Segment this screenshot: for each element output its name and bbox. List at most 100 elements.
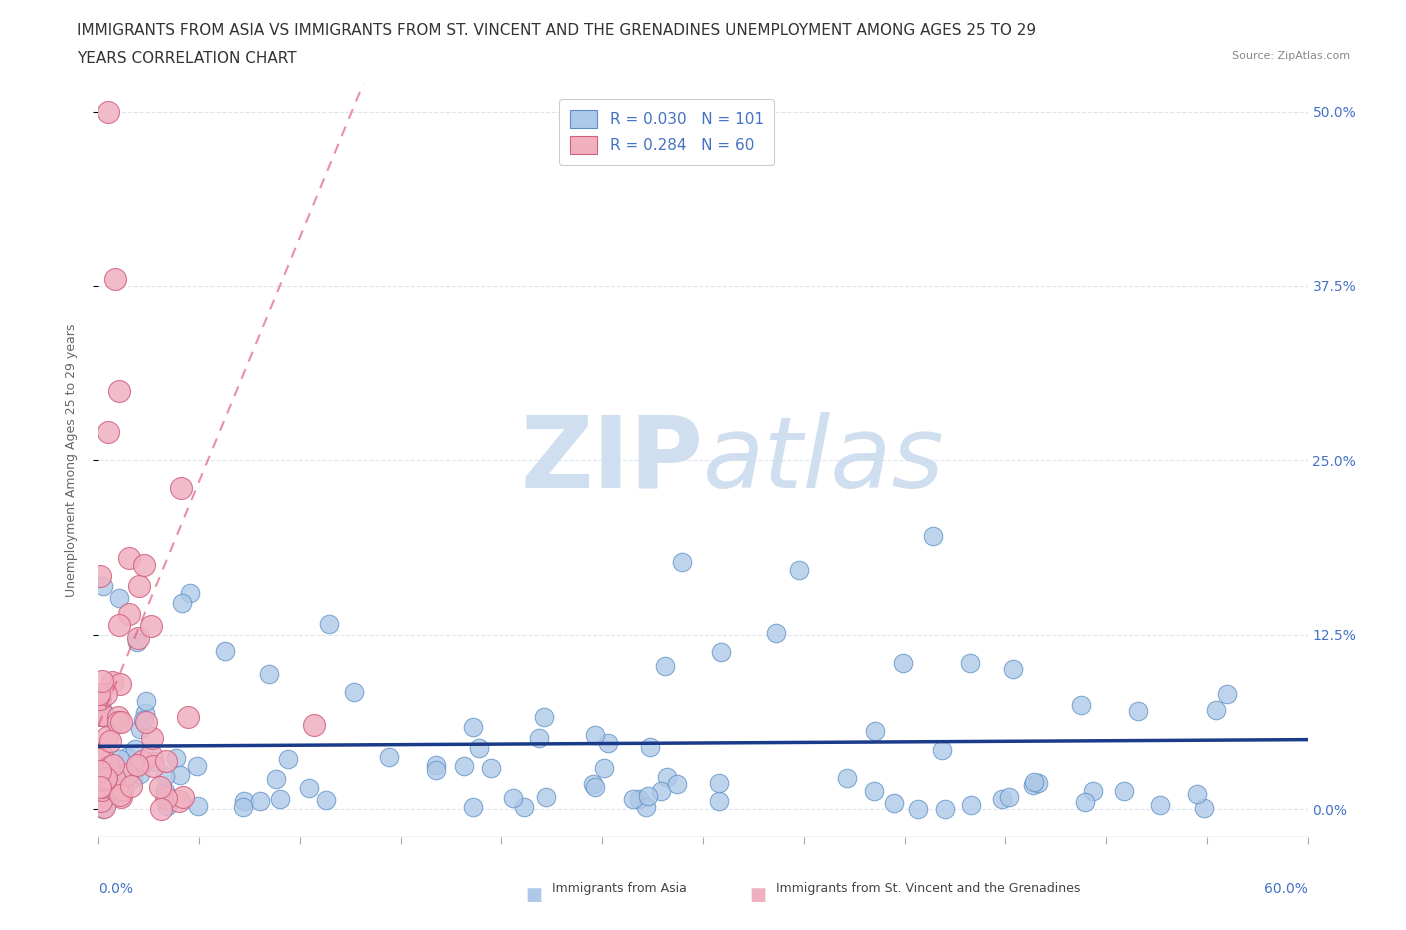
Point xyxy=(1216,686,1239,701)
Point xyxy=(155,753,177,768)
Point xyxy=(91,703,114,718)
Point xyxy=(922,528,945,543)
Point xyxy=(101,787,124,802)
Point xyxy=(117,750,139,764)
Point xyxy=(141,731,163,746)
Point xyxy=(709,793,731,808)
Point xyxy=(110,790,132,804)
Point xyxy=(837,771,859,786)
Point xyxy=(127,631,149,645)
Text: ZIP: ZIP xyxy=(520,412,703,509)
Point xyxy=(177,709,200,724)
Point xyxy=(453,759,475,774)
Point xyxy=(149,779,172,794)
Point xyxy=(640,739,662,754)
Point xyxy=(527,731,550,746)
Point xyxy=(582,777,605,791)
Point xyxy=(108,677,131,692)
Point xyxy=(468,740,491,755)
Point xyxy=(1081,784,1104,799)
Point xyxy=(120,778,142,793)
Legend: R = 0.030   N = 101, R = 0.284   N = 60: R = 0.030 N = 101, R = 0.284 N = 60 xyxy=(560,99,775,166)
Point xyxy=(141,618,163,633)
Point xyxy=(298,780,321,795)
Point xyxy=(186,758,208,773)
Point xyxy=(97,425,120,440)
Point xyxy=(94,686,117,701)
Point xyxy=(264,772,287,787)
Point xyxy=(665,777,688,791)
Point xyxy=(315,792,337,807)
Point xyxy=(118,551,141,565)
Point xyxy=(90,793,112,808)
Point xyxy=(463,800,485,815)
Point xyxy=(249,793,271,808)
Point xyxy=(707,775,730,790)
Point xyxy=(94,770,117,785)
Point xyxy=(91,802,114,817)
Point xyxy=(637,789,659,804)
Point xyxy=(1070,698,1092,712)
Point xyxy=(710,644,733,659)
Point xyxy=(891,656,914,671)
Point xyxy=(997,790,1019,804)
Point xyxy=(107,710,129,724)
Point xyxy=(96,729,118,744)
Point xyxy=(787,563,810,578)
Point xyxy=(1114,784,1136,799)
Point xyxy=(90,747,112,762)
Point xyxy=(187,798,209,813)
Point xyxy=(142,759,165,774)
Point xyxy=(513,800,536,815)
Point xyxy=(654,658,676,673)
Point xyxy=(103,781,125,796)
Point xyxy=(343,684,366,699)
Point xyxy=(1187,787,1209,802)
Point xyxy=(91,578,114,593)
Point xyxy=(598,735,620,750)
Point xyxy=(90,673,112,688)
Point xyxy=(93,800,115,815)
Text: IMMIGRANTS FROM ASIA VS IMMIGRANTS FROM ST. VINCENT AND THE GRENADINES UNEMPLOYM: IMMIGRANTS FROM ASIA VS IMMIGRANTS FROM … xyxy=(77,23,1036,38)
Point xyxy=(214,644,236,659)
Text: Immigrants from St. Vincent and the Grenadines: Immigrants from St. Vincent and the Gren… xyxy=(776,883,1080,896)
Point xyxy=(179,586,201,601)
Point xyxy=(907,801,929,816)
Point xyxy=(425,757,447,772)
Point xyxy=(862,783,884,798)
Point xyxy=(107,618,129,632)
Point xyxy=(583,779,606,794)
Point xyxy=(128,578,150,593)
Point xyxy=(89,788,111,803)
Point xyxy=(990,791,1012,806)
Point xyxy=(90,779,112,794)
Point xyxy=(142,754,165,769)
Point xyxy=(156,799,179,814)
Point xyxy=(89,779,111,794)
Text: 0.0%: 0.0% xyxy=(98,883,134,897)
Text: YEARS CORRELATION CHART: YEARS CORRELATION CHART xyxy=(77,51,297,66)
Point xyxy=(105,771,128,786)
Point xyxy=(934,802,956,817)
Point xyxy=(172,790,194,804)
Point xyxy=(650,784,672,799)
Point xyxy=(132,712,155,727)
Text: ■: ■ xyxy=(749,886,766,904)
Y-axis label: Unemployment Among Ages 25 to 29 years: Unemployment Among Ages 25 to 29 years xyxy=(65,324,77,597)
Point xyxy=(87,686,110,701)
Point xyxy=(96,759,118,774)
Point xyxy=(671,554,693,569)
Point xyxy=(931,743,953,758)
Point xyxy=(108,591,131,605)
Point xyxy=(129,767,152,782)
Point xyxy=(155,790,177,805)
Point xyxy=(155,784,177,799)
Point xyxy=(655,769,678,784)
Point xyxy=(110,714,132,729)
Point xyxy=(959,798,981,813)
Point xyxy=(463,719,485,734)
Point xyxy=(108,788,131,803)
Point xyxy=(107,383,129,398)
Point xyxy=(103,717,125,732)
Point xyxy=(536,790,558,804)
